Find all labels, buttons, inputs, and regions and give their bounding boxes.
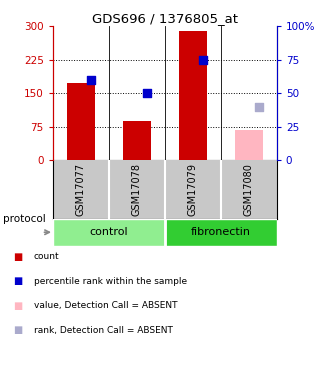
Bar — [67, 83, 95, 160]
Text: ■: ■ — [13, 276, 22, 286]
Point — [256, 104, 261, 110]
Bar — [123, 121, 151, 160]
Bar — [179, 31, 207, 160]
Text: GSM17078: GSM17078 — [132, 163, 142, 216]
Bar — [53, 219, 165, 246]
Text: ■: ■ — [13, 325, 22, 335]
Text: percentile rank within the sample: percentile rank within the sample — [34, 277, 187, 286]
Text: GSM17080: GSM17080 — [244, 163, 254, 216]
Text: count: count — [34, 252, 59, 261]
Text: GSM17079: GSM17079 — [188, 163, 198, 216]
Text: protocol: protocol — [3, 214, 46, 224]
Text: fibronectin: fibronectin — [191, 227, 251, 237]
Text: GSM17077: GSM17077 — [76, 163, 86, 216]
Text: value, Detection Call = ABSENT: value, Detection Call = ABSENT — [34, 301, 177, 310]
Bar — [165, 219, 277, 246]
Point — [88, 77, 93, 83]
Text: rank, Detection Call = ABSENT: rank, Detection Call = ABSENT — [34, 326, 172, 334]
Bar — [235, 130, 263, 160]
Text: ■: ■ — [13, 252, 22, 262]
Point — [144, 90, 149, 96]
Text: ■: ■ — [13, 301, 22, 310]
Point — [200, 57, 205, 63]
Title: GDS696 / 1376805_at: GDS696 / 1376805_at — [92, 12, 238, 25]
Text: control: control — [90, 227, 128, 237]
